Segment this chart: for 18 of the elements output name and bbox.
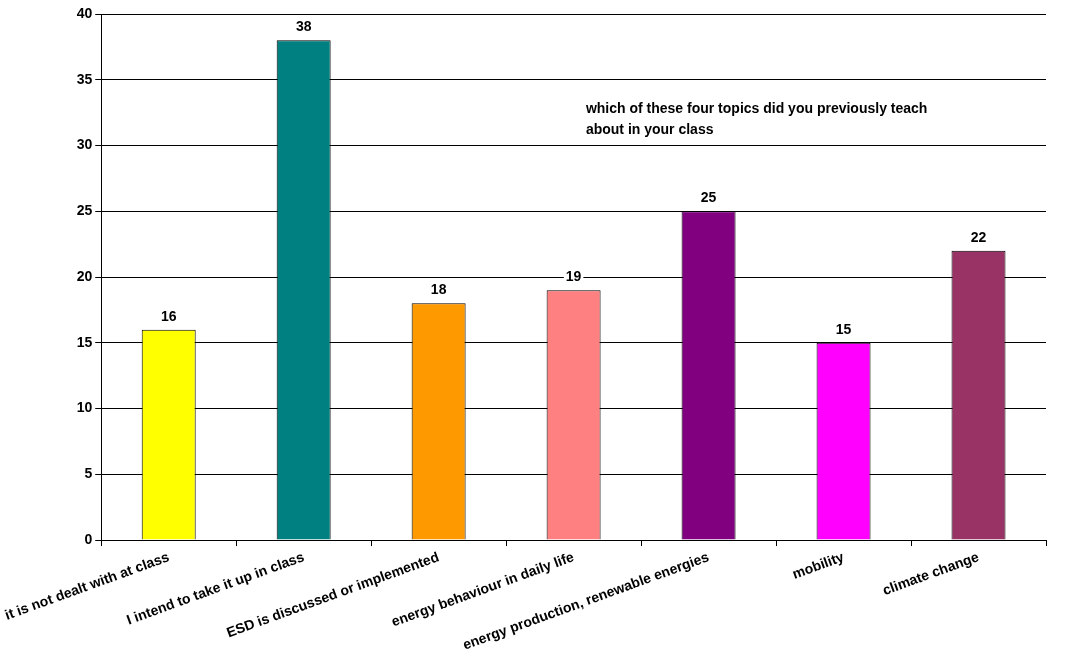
data-label: 18	[430, 281, 447, 298]
y-tick-label: 25	[76, 202, 93, 219]
data-label: 19	[565, 268, 582, 285]
y-tick-label: 35	[76, 70, 93, 87]
data-label: 38	[295, 18, 312, 35]
data-label: 15	[835, 320, 852, 337]
y-tick-label: 20	[76, 267, 93, 284]
data-label: 22	[970, 228, 987, 245]
data-label: 16	[160, 307, 177, 324]
y-tick-label: 0	[84, 530, 93, 547]
y-tick-label: 15	[76, 333, 93, 350]
y-tick-label: 10	[76, 399, 93, 416]
data-label: 25	[700, 189, 717, 206]
y-tick-label: 40	[76, 4, 93, 21]
x-tick-label: climate change	[880, 548, 982, 599]
annotation: which of these four topics did you previously teach about in your class	[584, 99, 928, 137]
y-tick-label: 30	[76, 136, 93, 153]
y-tick-label: 5	[84, 465, 93, 482]
